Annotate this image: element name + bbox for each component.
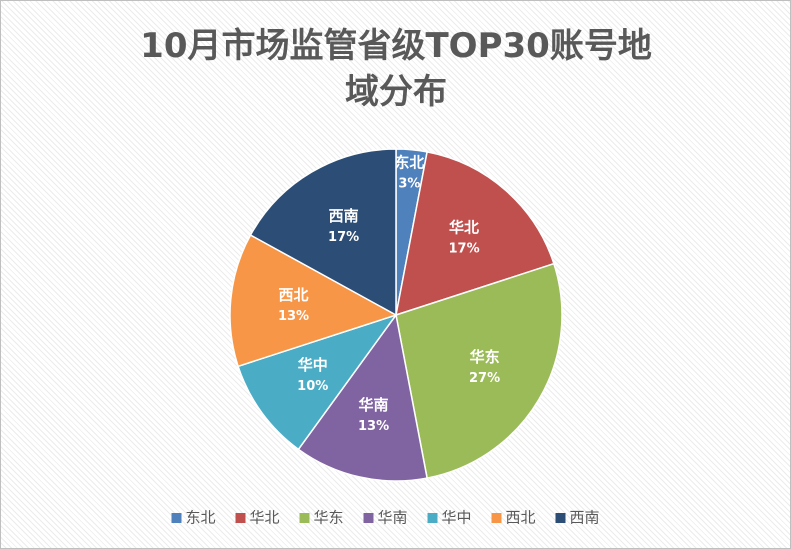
slice-label: 西南 <box>329 207 359 225</box>
slice-value: 13% <box>358 419 389 434</box>
legend-label: 西北 <box>506 509 536 527</box>
legend-swatch <box>171 513 182 523</box>
pie-slice <box>237 313 398 451</box>
pie-slice <box>297 313 428 482</box>
legend-swatch <box>427 513 438 523</box>
legend-label: 东北 <box>186 509 216 527</box>
legend-label: 华南 <box>378 509 408 527</box>
legend-swatch <box>555 513 566 523</box>
pie-slice <box>249 148 397 317</box>
slice-label: 东北 <box>394 153 424 171</box>
legend-swatch <box>491 513 502 523</box>
slice-label: 华中 <box>298 356 328 374</box>
legend-swatch <box>363 513 374 523</box>
pie-slice <box>229 234 398 368</box>
legend-label: 华东 <box>314 509 344 527</box>
slice-value: 3% <box>398 176 420 191</box>
slice-value: 17% <box>328 230 359 245</box>
slice-value: 27% <box>469 371 500 386</box>
legend-label: 华中 <box>442 509 472 527</box>
slice-value: 13% <box>278 309 309 324</box>
legend-label: 西南 <box>570 509 600 527</box>
slice-value: 10% <box>297 379 328 394</box>
legend-swatch <box>235 513 246 523</box>
slice-label: 西北 <box>279 286 309 304</box>
slice-value: 17% <box>448 241 479 256</box>
slice-label: 华南 <box>359 396 389 414</box>
legend-swatch <box>299 513 310 523</box>
legend-label: 华北 <box>250 509 280 527</box>
slice-label: 华北 <box>449 218 479 236</box>
chart-title: 10月市场监管省级TOP30账号地域分布 <box>140 26 652 112</box>
pie-slice <box>395 151 555 317</box>
pie-slice <box>395 262 563 479</box>
slice-label: 华东 <box>470 348 500 366</box>
